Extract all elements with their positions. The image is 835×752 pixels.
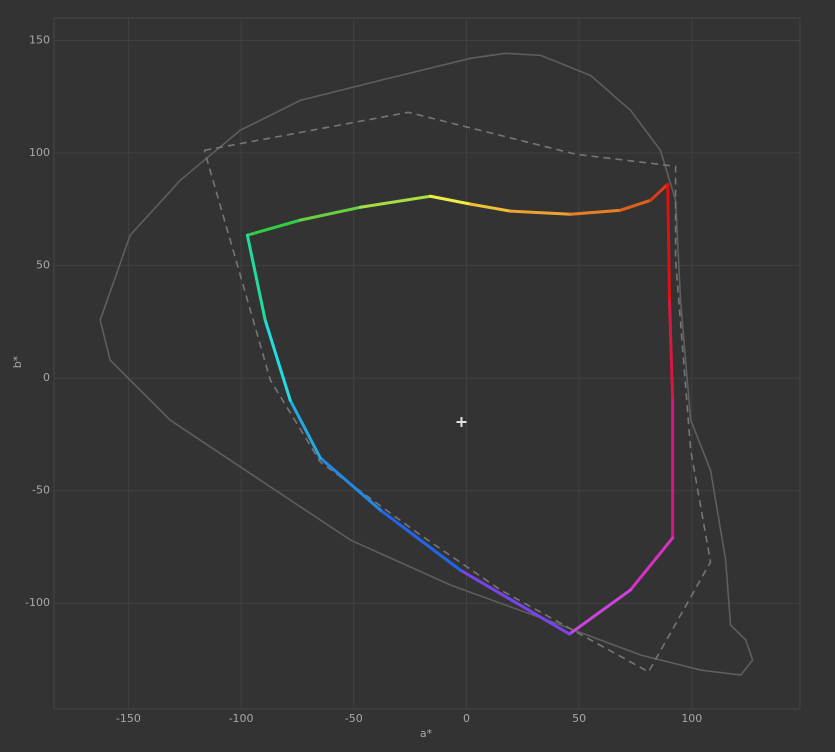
x-tick-label: 50 [572, 712, 586, 725]
gamut-segment [649, 182, 670, 202]
gamut-segment [508, 209, 573, 216]
visible-gamut [99, 52, 754, 676]
x-tick-label: 0 [463, 712, 470, 725]
y-tick-label: -100 [25, 596, 50, 609]
gamut-segment [567, 588, 633, 636]
gamut-segment [629, 536, 675, 592]
gamut-segment [468, 202, 512, 213]
gamut-segment [378, 508, 462, 572]
gamut-segment [358, 194, 432, 209]
y-tick-label: 150 [29, 34, 50, 47]
gamut-segment [619, 198, 653, 212]
gamut-segment [569, 208, 623, 216]
gamut-segment [318, 456, 382, 512]
gamut-segment [245, 233, 267, 322]
gamut-segment [668, 298, 675, 402]
x-tick-label: 100 [681, 712, 702, 725]
gamut-segment [263, 318, 292, 402]
gamut-segment [245, 218, 302, 237]
x-axis-label: a* [420, 727, 433, 740]
gamut-segment [298, 205, 362, 222]
gamut-segment [288, 398, 322, 460]
reference-gamut [203, 111, 712, 673]
y-axis-label: b* [11, 355, 24, 368]
y-tick-label: 0 [43, 371, 50, 384]
y-tick-label: 100 [29, 146, 50, 159]
x-tick-label: -100 [229, 712, 254, 725]
gamut-segment [666, 182, 672, 302]
y-tick-label: -50 [32, 484, 50, 497]
y-tick-label: 50 [36, 259, 50, 272]
gamut-segment [458, 568, 571, 636]
plot-frame [53, 17, 801, 710]
x-tick-label: -50 [345, 712, 363, 725]
x-tick-label: -150 [116, 712, 141, 725]
gamut-segment [428, 194, 472, 206]
white-point [456, 417, 467, 428]
